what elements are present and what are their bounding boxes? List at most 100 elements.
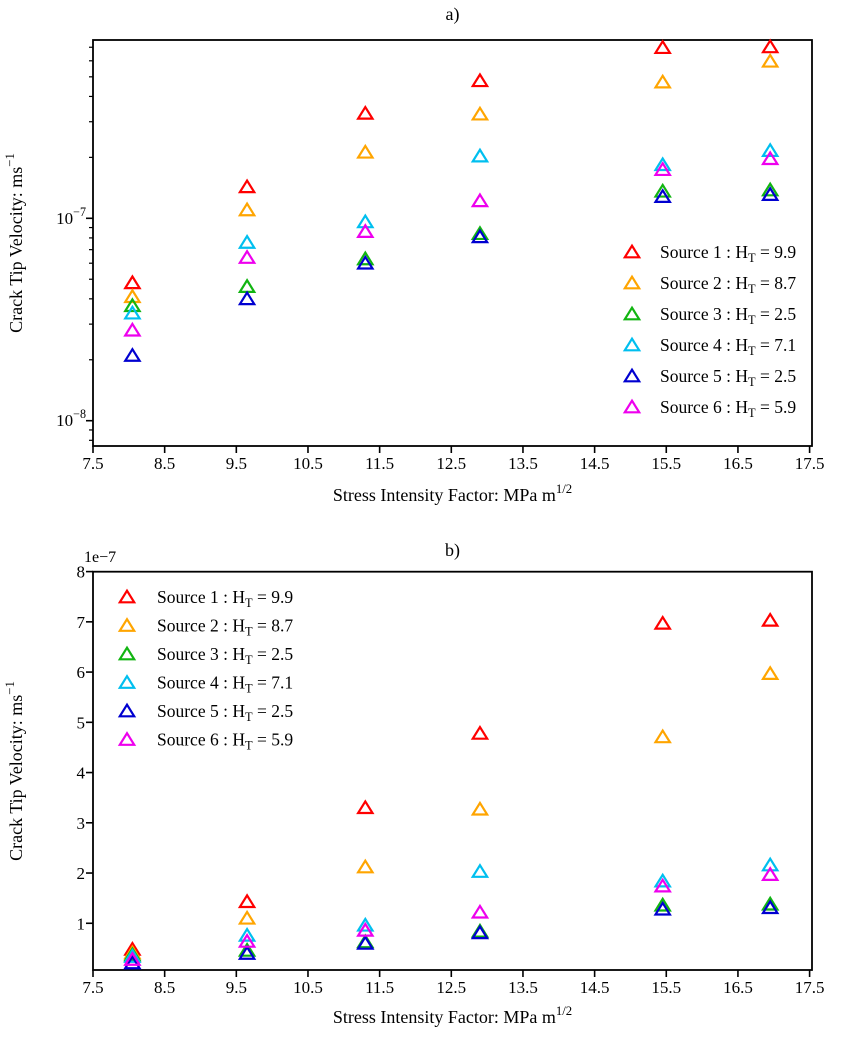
y-tick-label: 4 [77, 764, 86, 783]
marker-source-5-pt-3 [356, 254, 375, 270]
marker-source-1-pt-5 [653, 39, 672, 55]
marker-source-2-pt-6 [761, 52, 780, 68]
plot-frame-b [92, 570, 813, 971]
marker-source-2-pt-5 [653, 728, 672, 744]
y-tick-label: 3 [77, 814, 86, 833]
marker-source-4-pt-1 [123, 304, 142, 320]
marker-source-6-pt-3 [356, 921, 375, 937]
marker-source-1-pt-4 [470, 72, 490, 88]
legend-item-source-1: Source 1 : HT = 9.9 [622, 242, 796, 265]
legend-item-source-4: Source 4 : HT = 7.1 [622, 335, 796, 358]
legend-item-source-6: Source 6 : HT = 5.9 [622, 397, 796, 420]
x-tick-label: 9.5 [226, 978, 247, 997]
marker-source-4-pt-6 [761, 142, 780, 158]
x-tick-label: 11.5 [365, 978, 394, 997]
y-tick-label: 10−8 [56, 407, 86, 430]
x-tick-label: 10.5 [293, 454, 323, 473]
legend-label-source-6: Source 6 : HT = 5.9 [660, 397, 796, 420]
legend-marker-source-1 [622, 243, 642, 259]
legend-marker-source-6 [117, 731, 137, 746]
x-tick-label: 11.5 [365, 454, 394, 473]
legend-label-source-3: Source 3 : HT = 2.5 [660, 304, 796, 327]
marker-source-6-pt-2 [237, 249, 257, 264]
marker-source-4-pt-2 [237, 926, 257, 942]
x-tick-label: 17.5 [795, 454, 825, 473]
y-axis-label-a: Crack Tip Velocity: ms−1 [3, 153, 26, 333]
marker-source-6-pt-3 [356, 223, 375, 238]
legend-item-source-6: Source 6 : HT = 5.9 [117, 730, 293, 753]
marker-source-5-pt-1 [123, 954, 142, 970]
legend-item-source-3: Source 3 : HT = 2.5 [622, 304, 796, 327]
y-tick-label: 6 [77, 663, 86, 682]
marker-source-5-pt-2 [237, 945, 257, 960]
legend-label-source-1: Source 1 : HT = 9.9 [157, 587, 293, 610]
marker-source-2-pt-2 [237, 201, 257, 217]
marker-source-6-pt-1 [123, 321, 142, 337]
legend-label-source-6: Source 6 : HT = 5.9 [157, 730, 293, 753]
marker-source-5-pt-6 [761, 899, 780, 915]
x-tick-label: 13.5 [508, 454, 538, 473]
legend-marker-source-2 [622, 274, 642, 290]
legend-marker-source-6 [622, 398, 642, 414]
x-axis-label-a: Stress Intensity Factor: MPa m1/2 [333, 482, 572, 505]
marker-source-6-pt-5 [653, 161, 672, 177]
marker-source-3-pt-2 [237, 278, 257, 293]
x-tick-label: 9.5 [226, 454, 247, 473]
marker-source-1-pt-1 [123, 274, 142, 290]
marker-source-1-pt-4 [470, 724, 490, 740]
marker-source-2-pt-2 [237, 909, 257, 925]
subplot-b-canvas: 7.5 8.5 9.5 10.5 11.5 12.5 13.5 14.5 15.5 16.5 17.… [3, 563, 824, 1027]
marker-source-1-pt-3 [356, 799, 375, 815]
legend-marker-source-3 [117, 645, 137, 661]
legend-label-source-2: Source 2 : HT = 8.7 [157, 616, 293, 639]
marker-source-4-pt-5 [653, 156, 672, 172]
marker-source-2-pt-5 [653, 73, 672, 89]
marker-source-6-pt-6 [761, 150, 780, 166]
y-axis-offset-label: 1e−7 [84, 549, 117, 566]
legend-label-source-5: Source 5 : HT = 2.5 [660, 366, 796, 389]
marker-source-4-pt-4 [470, 863, 490, 878]
y-tick-label: 8 [77, 563, 86, 582]
x-tick-label: 7.5 [82, 454, 103, 473]
marker-source-3-pt-6 [761, 895, 780, 911]
x-tick-label: 15.5 [651, 978, 681, 997]
x-tick-label: 10.5 [293, 978, 323, 997]
marker-source-3-pt-1 [123, 297, 142, 313]
legend-label-source-1: Source 1 : HT = 9.9 [660, 242, 796, 265]
legend-item-source-2: Source 2 : HT = 8.7 [622, 273, 796, 296]
marker-source-5-pt-5 [653, 900, 672, 916]
marker-source-1-pt-5 [653, 614, 672, 630]
plot-frame-a [92, 39, 813, 447]
legend-item-source-2: Source 2 : HT = 8.7 [117, 616, 293, 639]
legend-marker-source-3 [622, 305, 642, 321]
y-tick-label: 2 [77, 864, 86, 883]
y-tick-label: 5 [77, 713, 86, 732]
legend-marker-source-1 [117, 588, 137, 604]
x-tick-label: 14.5 [580, 454, 610, 473]
y-tick-label: 7 [77, 613, 86, 632]
legend-marker-source-5 [622, 367, 642, 383]
subplot-b-title: b) [445, 540, 460, 560]
x-tick-label: 8.5 [154, 978, 175, 997]
marker-source-2-pt-4 [470, 800, 490, 816]
marker-source-3-pt-2 [237, 942, 257, 957]
legend-label-source-4: Source 4 : HT = 7.1 [660, 335, 796, 358]
x-tick-label: 7.5 [82, 978, 103, 997]
x-tick-label: 16.5 [723, 454, 753, 473]
marker-source-3-pt-6 [761, 181, 780, 197]
marker-source-3-pt-5 [653, 896, 672, 912]
legend-label-source-3: Source 3 : HT = 2.5 [157, 644, 293, 667]
marker-source-2-pt-3 [356, 858, 375, 874]
x-axis-label-b: Stress Intensity Factor: MPa m1/2 [333, 1004, 572, 1027]
marker-source-4-pt-1 [123, 948, 142, 963]
marker-source-1-pt-6 [761, 611, 780, 627]
legend-item-source-5: Source 5 : HT = 2.5 [622, 366, 796, 389]
y-axis-label-b: Crack Tip Velocity: ms−1 [3, 681, 26, 861]
marker-source-5-pt-5 [653, 188, 672, 204]
legend-marker-source-2 [117, 617, 137, 632]
legend-item-source-5: Source 5 : HT = 2.5 [117, 701, 293, 724]
marker-source-6-pt-1 [123, 951, 142, 966]
marker-source-6-pt-2 [237, 932, 257, 948]
marker-source-4-pt-2 [237, 234, 257, 249]
